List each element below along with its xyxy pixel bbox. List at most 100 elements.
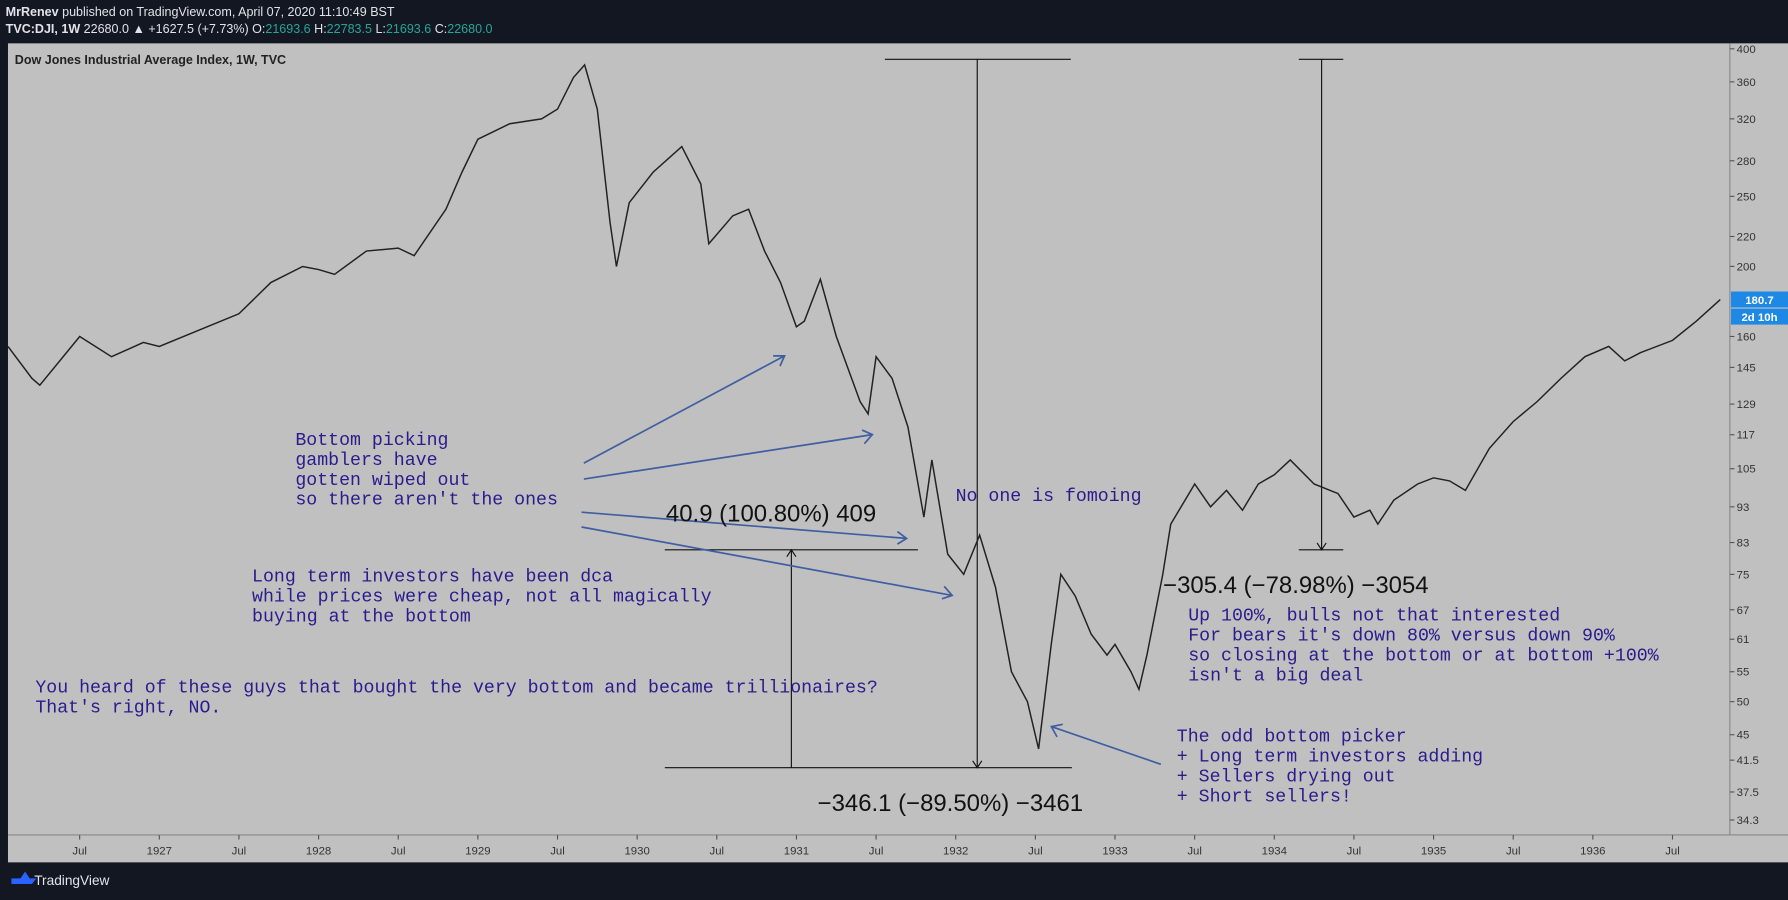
measure-arrow — [972, 760, 983, 769]
arrow — [583, 429, 874, 480]
annotation-arrows — [581, 355, 1162, 766]
y-tick-label: 41.5 — [1737, 755, 1759, 767]
annotation-text: That's right, NO. — [35, 698, 221, 718]
x-tick-label: Jul — [710, 845, 725, 857]
y-tick-label: 83 — [1737, 538, 1750, 550]
annotation-text: Up 100%, bulls not that interested — [1188, 607, 1560, 627]
y-tick-label: 129 — [1737, 399, 1756, 411]
x-tick-label: 1932 — [943, 845, 968, 857]
x-tick-label: 1935 — [1421, 845, 1446, 857]
countdown: 2d 10h — [1741, 312, 1777, 324]
measure-arrow — [786, 548, 797, 557]
published: published on TradingView.com, April 07, … — [62, 5, 395, 19]
x-tick-label: Jul — [72, 845, 87, 857]
ohlc-label: H: — [314, 22, 327, 36]
y-tick-label: 37.5 — [1737, 787, 1759, 799]
x-tick-label: 1933 — [1102, 845, 1127, 857]
price-label-box — [1730, 291, 1788, 308]
x-tick-label: Jul — [550, 845, 565, 857]
y-tick-label: 400 — [1737, 44, 1756, 56]
annotation-text: gotten wiped out — [295, 471, 470, 491]
annotation-text: gamblers have — [295, 451, 437, 471]
measure-label: −305.4 (−78.98%) −3054 — [1163, 572, 1428, 599]
y-tick-label: 45 — [1737, 730, 1750, 742]
author: MrRenev — [6, 5, 59, 19]
x-tick-label: Jul — [1665, 845, 1680, 857]
x-tick-label: 1936 — [1580, 845, 1605, 857]
measure-arrow — [1316, 542, 1327, 551]
logo — [11, 871, 37, 885]
x-tick-label: 1931 — [784, 845, 809, 857]
change: ▲ +1627.5 (+7.73%) — [132, 22, 248, 36]
countdown-box — [1730, 308, 1788, 325]
annotation-text: + Sellers drying out — [1177, 767, 1396, 787]
annotation-text: buying at the bottom — [252, 608, 471, 628]
arrow — [1050, 723, 1162, 766]
arrow — [581, 526, 954, 600]
ohlc-value: 21693.6 — [265, 22, 310, 36]
last: 22680.0 — [84, 22, 129, 36]
annotation-text: + Long term investors adding — [1177, 747, 1483, 767]
y-tick-label: 360 — [1737, 77, 1756, 89]
y-tick-label: 250 — [1737, 191, 1756, 203]
annotation-text: + Short sellers! — [1177, 787, 1352, 807]
x-tick-label: Jul — [1028, 845, 1043, 857]
annotation-text: while prices were cheap, not all magical… — [252, 588, 712, 608]
arrow — [583, 355, 786, 464]
x-tick-label: Jul — [391, 845, 406, 857]
measure-label: −346.1 (−89.50%) −3461 — [818, 790, 1083, 817]
measure-label: 40.9 (100.80%) 409 — [666, 500, 876, 527]
x-tick-label: Jul — [869, 845, 884, 857]
price-label: 180.7 — [1745, 295, 1774, 307]
y-tick-label: 55 — [1737, 667, 1750, 679]
x-tick-label: 1934 — [1262, 845, 1287, 857]
annotation-text: isn't a big deal — [1188, 666, 1363, 686]
y-tick-label: 75 — [1737, 569, 1750, 581]
annotation-text: so closing at the bottom or at bottom +1… — [1188, 646, 1659, 666]
x-tick-label: Jul — [1347, 845, 1362, 857]
annotation-text: You heard of these guys that bought the … — [35, 678, 877, 698]
ohlc-value: 21693.6 — [386, 22, 431, 36]
arrow — [581, 511, 909, 545]
price-line — [7, 63, 1721, 750]
y-tick-label: 67 — [1737, 605, 1750, 617]
y-tick-label: 145 — [1737, 362, 1756, 374]
y-tick-label: 280 — [1737, 156, 1756, 168]
publish-line: MrRenev published on TradingView.com, Ap… — [6, 5, 395, 19]
y-tick-label: 34.3 — [1737, 815, 1759, 827]
annotation-text: so there aren't the ones — [295, 491, 558, 511]
y-tick-label: 50 — [1737, 697, 1750, 709]
ohlc-label: L: — [375, 22, 385, 36]
y-tick-label: 61 — [1737, 634, 1750, 646]
chart-title: Dow Jones Industrial Average Index, 1W, … — [15, 53, 286, 67]
x-tick-label: 1930 — [624, 845, 649, 857]
y-tick-label: 220 — [1737, 231, 1756, 243]
y-tick-label: 160 — [1737, 331, 1756, 343]
symbol: TVC:DJI, 1W — [6, 22, 81, 36]
annotation-text: No one is fomoing — [956, 487, 1142, 507]
y-tick-label: 105 — [1737, 464, 1756, 476]
x-tick-label: 1929 — [465, 845, 490, 857]
chart-pane — [7, 43, 1788, 863]
ohlc-label: C: — [435, 22, 448, 36]
annotation-text: Long term investors have been dca — [252, 568, 613, 588]
annotation-text: For bears it's down 80% versus down 90% — [1188, 626, 1615, 646]
ohlc-value: 22680.0 — [447, 22, 492, 36]
x-tick-label: Jul — [1187, 845, 1202, 857]
x-tick-label: 1928 — [306, 845, 331, 857]
symbol-line: TVC:DJI, 1W 22680.0 ▲ +1627.5 (+7.73%) O… — [6, 22, 493, 36]
ohlc-value: 22783.5 — [327, 22, 372, 36]
ohlc-label: O: — [252, 22, 265, 36]
annotation-text: Bottom picking — [295, 431, 448, 451]
y-tick-label: 200 — [1737, 261, 1756, 273]
annotation-text: The odd bottom picker — [1177, 727, 1407, 747]
footer-brand: TradingView — [34, 873, 109, 888]
x-tick-label: 1927 — [147, 845, 172, 857]
y-tick-label: 117 — [1737, 430, 1755, 442]
y-tick-label: 320 — [1737, 114, 1756, 126]
x-tick-label: Jul — [232, 845, 247, 857]
y-tick-label: 93 — [1737, 502, 1750, 514]
x-tick-label: Jul — [1506, 845, 1521, 857]
